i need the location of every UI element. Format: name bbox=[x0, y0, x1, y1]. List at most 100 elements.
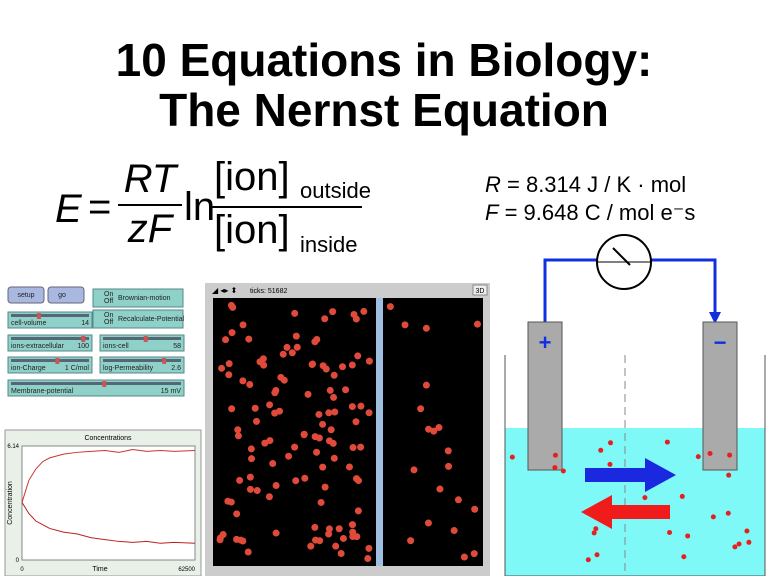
particle bbox=[348, 361, 356, 369]
switch[interactable] bbox=[92, 288, 184, 308]
slider-label: log-Permeability bbox=[103, 365, 154, 372]
eq-numerator: RT bbox=[124, 157, 179, 201]
particle bbox=[272, 529, 280, 537]
constant-text: = 9.648 C / mol e⁻s bbox=[498, 200, 695, 225]
ion bbox=[710, 514, 716, 520]
switch[interactable] bbox=[92, 309, 184, 329]
slider-track bbox=[11, 314, 89, 317]
ion bbox=[509, 454, 515, 460]
particle bbox=[352, 418, 360, 426]
particle bbox=[293, 343, 301, 351]
particle bbox=[424, 519, 432, 527]
particle bbox=[354, 352, 362, 360]
particle bbox=[325, 409, 333, 417]
electrode bbox=[527, 321, 563, 471]
ion bbox=[727, 452, 733, 458]
ion bbox=[552, 465, 558, 471]
particle bbox=[319, 362, 327, 370]
particle bbox=[350, 310, 358, 318]
particle bbox=[288, 349, 296, 357]
particle bbox=[244, 548, 252, 556]
ion bbox=[608, 440, 614, 446]
particle bbox=[315, 410, 323, 418]
beaker bbox=[504, 355, 766, 576]
ion bbox=[664, 439, 670, 445]
particle bbox=[311, 523, 319, 531]
particle bbox=[329, 308, 337, 316]
button[interactable] bbox=[7, 286, 45, 304]
slider-value: 14 bbox=[81, 320, 89, 327]
ion bbox=[679, 493, 685, 499]
slider-track bbox=[103, 337, 181, 340]
slider-track bbox=[103, 359, 181, 362]
slider-value: 100 bbox=[77, 343, 89, 350]
particle bbox=[450, 527, 458, 535]
slider-knob bbox=[162, 358, 167, 364]
slider-knob bbox=[143, 336, 148, 342]
particle bbox=[227, 498, 235, 506]
particle bbox=[313, 448, 321, 456]
particle bbox=[246, 485, 254, 493]
slider-track bbox=[11, 337, 89, 340]
particle bbox=[460, 553, 468, 561]
ion bbox=[725, 510, 731, 516]
particle bbox=[276, 407, 284, 415]
particle bbox=[269, 459, 277, 467]
particle bbox=[330, 454, 338, 462]
particle bbox=[337, 549, 345, 557]
particle bbox=[319, 463, 327, 471]
particle bbox=[339, 363, 347, 371]
particle bbox=[277, 373, 285, 381]
particle bbox=[225, 371, 233, 379]
particle bbox=[225, 360, 233, 368]
plot-title: Concentrations bbox=[84, 435, 132, 442]
particle bbox=[247, 445, 255, 453]
eq-sub: outside bbox=[300, 178, 371, 203]
button[interactable] bbox=[47, 286, 85, 304]
particle bbox=[260, 361, 268, 369]
y-tick-label: 6.14 bbox=[7, 444, 19, 450]
particle bbox=[309, 360, 317, 368]
particle bbox=[283, 343, 291, 351]
particle bbox=[386, 303, 394, 311]
slider-track bbox=[11, 359, 89, 362]
eq-ion: [ion] bbox=[214, 208, 290, 252]
ion bbox=[585, 557, 591, 563]
particle bbox=[445, 462, 453, 470]
particle bbox=[348, 403, 356, 411]
membrane bbox=[376, 298, 383, 566]
plus: + bbox=[539, 330, 552, 355]
particle bbox=[326, 386, 334, 394]
ion bbox=[560, 468, 566, 474]
switch-on: On bbox=[104, 291, 113, 298]
slider-label: ion-Charge bbox=[11, 365, 46, 372]
slider-knob bbox=[81, 336, 86, 342]
particle bbox=[365, 357, 373, 365]
switch-off: Off bbox=[104, 298, 113, 305]
particle bbox=[317, 498, 325, 506]
slider-knob bbox=[102, 381, 107, 387]
particle bbox=[271, 389, 279, 397]
particle bbox=[304, 390, 312, 398]
particle bbox=[291, 443, 299, 451]
switch-on: On bbox=[104, 312, 113, 319]
particle bbox=[301, 474, 309, 482]
ion bbox=[726, 472, 732, 478]
button-label: setup bbox=[17, 292, 34, 299]
button[interactable] bbox=[472, 284, 488, 296]
slider-label: Membrane-potential bbox=[11, 388, 74, 395]
particle bbox=[246, 380, 254, 388]
particle bbox=[236, 476, 244, 484]
particle bbox=[291, 309, 299, 317]
ion bbox=[552, 452, 558, 458]
eq-sub: inside bbox=[300, 232, 357, 257]
ion bbox=[607, 461, 613, 467]
particle bbox=[312, 536, 320, 544]
electrode bbox=[702, 321, 738, 471]
eq-lhs: E bbox=[55, 187, 83, 231]
particle bbox=[444, 447, 452, 455]
minus: − bbox=[714, 330, 727, 355]
particle bbox=[345, 463, 353, 471]
